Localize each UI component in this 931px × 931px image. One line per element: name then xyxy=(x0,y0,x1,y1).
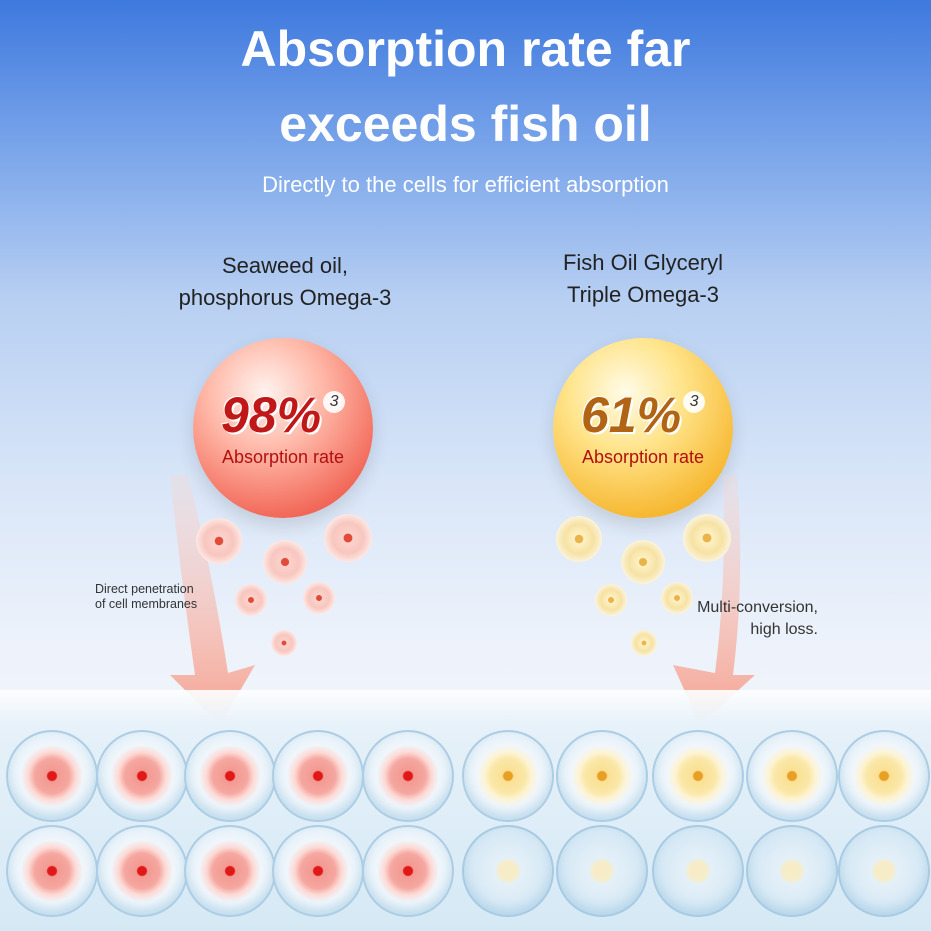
unabsorbed-cell xyxy=(462,825,554,917)
right-note-line-2: high loss. xyxy=(750,621,818,638)
right-note-line-1: Multi-conversion, xyxy=(697,599,818,616)
right-mini-cell xyxy=(621,540,665,584)
left-mini-cell xyxy=(271,630,297,656)
unabsorbed-cell xyxy=(652,825,744,917)
headline-line-1: Absorption rate far xyxy=(240,21,691,77)
left-mini-cell xyxy=(235,584,267,616)
left-mini-cell xyxy=(303,582,335,614)
absorbed-cell xyxy=(184,825,276,917)
right-note: Multi-conversion, high loss. xyxy=(650,597,818,641)
absorbed-cell xyxy=(184,730,276,822)
left-footnote-mark: 3 xyxy=(323,390,346,413)
unabsorbed-cell xyxy=(556,825,648,917)
partial-cell xyxy=(556,730,648,822)
headline: Absorption rate far exceeds fish oil xyxy=(0,12,931,162)
right-percent-wrap: 61% 3 xyxy=(580,386,706,443)
right-label-line-1: Fish Oil Glyceryl xyxy=(562,250,724,275)
absorbed-cell xyxy=(6,730,98,822)
partial-cell xyxy=(652,730,744,822)
absorbed-cell xyxy=(362,730,454,822)
left-percent: 98% xyxy=(220,386,322,443)
left-mini-cell xyxy=(263,540,307,584)
headline-line-2: exceeds fish oil xyxy=(279,96,652,152)
absorbed-cell xyxy=(96,825,188,917)
left-product-label: Seaweed oil, phosphorus Omega-3 xyxy=(115,250,455,314)
left-label-line-1: Seaweed oil, xyxy=(222,253,348,278)
right-product-label: Fish Oil Glyceryl Triple Omega-3 xyxy=(478,247,808,311)
right-mini-cell xyxy=(595,584,627,616)
absorbed-cell xyxy=(272,825,364,917)
partial-cell xyxy=(838,730,930,822)
right-footnote-mark: 3 xyxy=(683,390,706,413)
subtitle: Directly to the cells for efficient abso… xyxy=(262,172,669,197)
right-mini-cell xyxy=(631,630,657,656)
right-percent: 61% xyxy=(580,386,682,443)
unabsorbed-cell xyxy=(838,825,930,917)
right-mini-cell xyxy=(683,514,731,562)
absorbed-cell xyxy=(362,825,454,917)
partial-cell xyxy=(462,730,554,822)
left-down-arrow xyxy=(170,475,255,725)
absorbed-cell xyxy=(6,825,98,917)
absorbed-cell xyxy=(96,730,188,822)
left-label-line-2: phosphorus Omega-3 xyxy=(178,285,392,310)
partial-cell xyxy=(746,730,838,822)
left-mini-cell xyxy=(196,518,242,564)
left-absorption-bubble: 98% 3 Absorption rate xyxy=(193,338,373,518)
left-rate-label: Absorption rate xyxy=(221,446,345,467)
right-label-line-2: Triple Omega-3 xyxy=(566,282,719,307)
right-mini-cell xyxy=(661,582,693,614)
left-note-line-1: Direct penetration xyxy=(95,582,194,596)
right-down-arrow xyxy=(673,475,755,725)
left-note: Direct penetration of cell membranes xyxy=(95,582,197,612)
left-percent-wrap: 98% 3 xyxy=(220,386,346,443)
left-mini-cell xyxy=(324,514,372,562)
left-note-line-2: of cell membranes xyxy=(95,597,198,611)
right-rate-label: Absorption rate xyxy=(581,446,705,467)
right-absorption-bubble: 61% 3 Absorption rate xyxy=(553,338,733,518)
unabsorbed-cell xyxy=(746,825,838,917)
absorbed-cell xyxy=(272,730,364,822)
right-mini-cell xyxy=(556,516,602,562)
